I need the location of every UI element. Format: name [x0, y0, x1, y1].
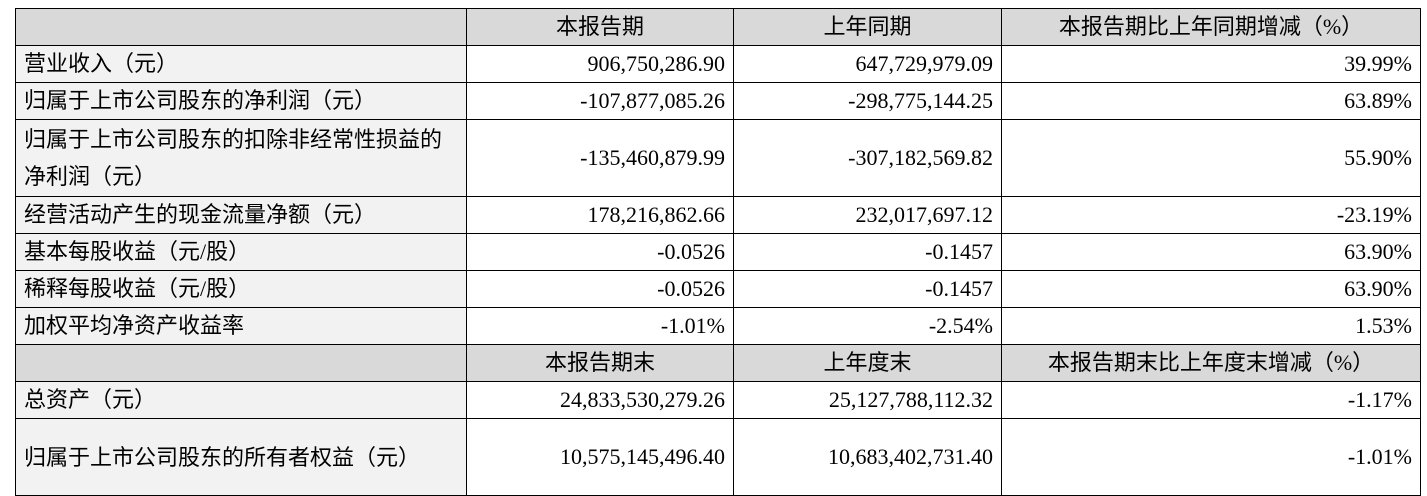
row-label: 总资产（元）	[15, 381, 467, 419]
header-row: 本报告期末 上年度末 本报告期末比上年度末增减（%）	[15, 344, 1421, 382]
value-cell: -0.1457	[733, 233, 1002, 271]
data-row: 总资产（元） 24,833,530,279.26 25,127,788,112.32…	[15, 381, 1421, 419]
value-cell: 39.99%	[1001, 45, 1421, 83]
value-cell: -0.0526	[466, 233, 734, 271]
row-label: 加权平均净资产收益率	[15, 307, 467, 345]
row-label: 归属于上市公司股东的净利润（元）	[15, 82, 467, 120]
value-cell: -135,460,879.99	[466, 119, 734, 197]
row-label: 归属于上市公司股东的扣除非经常性损益的净利润（元）	[15, 119, 467, 197]
data-row: 归属于上市公司股东的扣除非经常性损益的净利润（元） -135,460,879.99…	[15, 119, 1421, 197]
value-cell: 24,833,530,279.26	[466, 381, 734, 419]
data-row: 营业收入（元） 906,750,286.90 647,729,979.09 39.99…	[15, 45, 1421, 83]
financial-table: 本报告期 上年同期 本报告期比上年同期增减（%） 营业收入（元） 906,750,286…	[15, 8, 1421, 496]
value-cell: 10,575,145,496.40	[466, 418, 734, 496]
value-cell: 1.53%	[1001, 307, 1421, 345]
data-row: 归属于上市公司股东的净利润（元） -107,877,085.26 -298,775,…	[15, 82, 1421, 120]
table-container: 本报告期 上年同期 本报告期比上年同期增减（%） 营业收入（元） 906,750,286…	[15, 8, 1421, 496]
value-cell: -298,775,144.25	[733, 82, 1002, 120]
data-row: 基本每股收益（元/股） -0.0526 -0.1457 63.90%	[15, 233, 1421, 271]
row-label: 归属于上市公司股东的所有者权益（元）	[15, 418, 467, 496]
value-cell: -1.01%	[466, 307, 734, 345]
value-cell: 906,750,286.90	[466, 45, 734, 83]
header-cell: 上年同期	[733, 8, 1002, 46]
value-cell: -307,182,569.82	[733, 119, 1002, 197]
data-row: 稀释每股收益（元/股） -0.0526 -0.1457 63.90%	[15, 270, 1421, 308]
value-cell: 63.90%	[1001, 270, 1421, 308]
header-cell	[15, 8, 467, 46]
value-cell: -2.54%	[733, 307, 1002, 345]
row-label: 稀释每股收益（元/股）	[15, 270, 467, 308]
value-cell: -0.1457	[733, 270, 1002, 308]
header-cell: 本报告期	[466, 8, 734, 46]
value-cell: 55.90%	[1001, 119, 1421, 197]
value-cell: -0.0526	[466, 270, 734, 308]
data-row: 归属于上市公司股东的所有者权益（元） 10,575,145,496.40 10,68…	[15, 418, 1421, 496]
value-cell: 178,216,862.66	[466, 196, 734, 234]
value-cell: 232,017,697.12	[733, 196, 1002, 234]
value-cell: -1.17%	[1001, 381, 1421, 419]
header-cell: 本报告期比上年同期增减（%）	[1001, 8, 1421, 46]
value-cell: -1.01%	[1001, 418, 1421, 496]
row-label: 营业收入（元）	[15, 45, 467, 83]
header-cell: 本报告期末比上年度末增减（%）	[1001, 344, 1421, 382]
value-cell: 25,127,788,112.32	[733, 381, 1002, 419]
header-cell: 上年度末	[733, 344, 1002, 382]
value-cell: -23.19%	[1001, 196, 1421, 234]
value-cell: 10,683,402,731.40	[733, 418, 1002, 496]
data-row: 经营活动产生的现金流量净额（元） 178,216,862.66 232,017,69…	[15, 196, 1421, 234]
row-label: 经营活动产生的现金流量净额（元）	[15, 196, 467, 234]
header-cell	[15, 344, 467, 382]
value-cell: 63.90%	[1001, 233, 1421, 271]
row-label: 基本每股收益（元/股）	[15, 233, 467, 271]
data-row: 加权平均净资产收益率 -1.01% -2.54% 1.53%	[15, 307, 1421, 345]
value-cell: 647,729,979.09	[733, 45, 1002, 83]
value-cell: -107,877,085.26	[466, 82, 734, 120]
header-row: 本报告期 上年同期 本报告期比上年同期增减（%）	[15, 8, 1421, 46]
value-cell: 63.89%	[1001, 82, 1421, 120]
header-cell: 本报告期末	[466, 344, 734, 382]
